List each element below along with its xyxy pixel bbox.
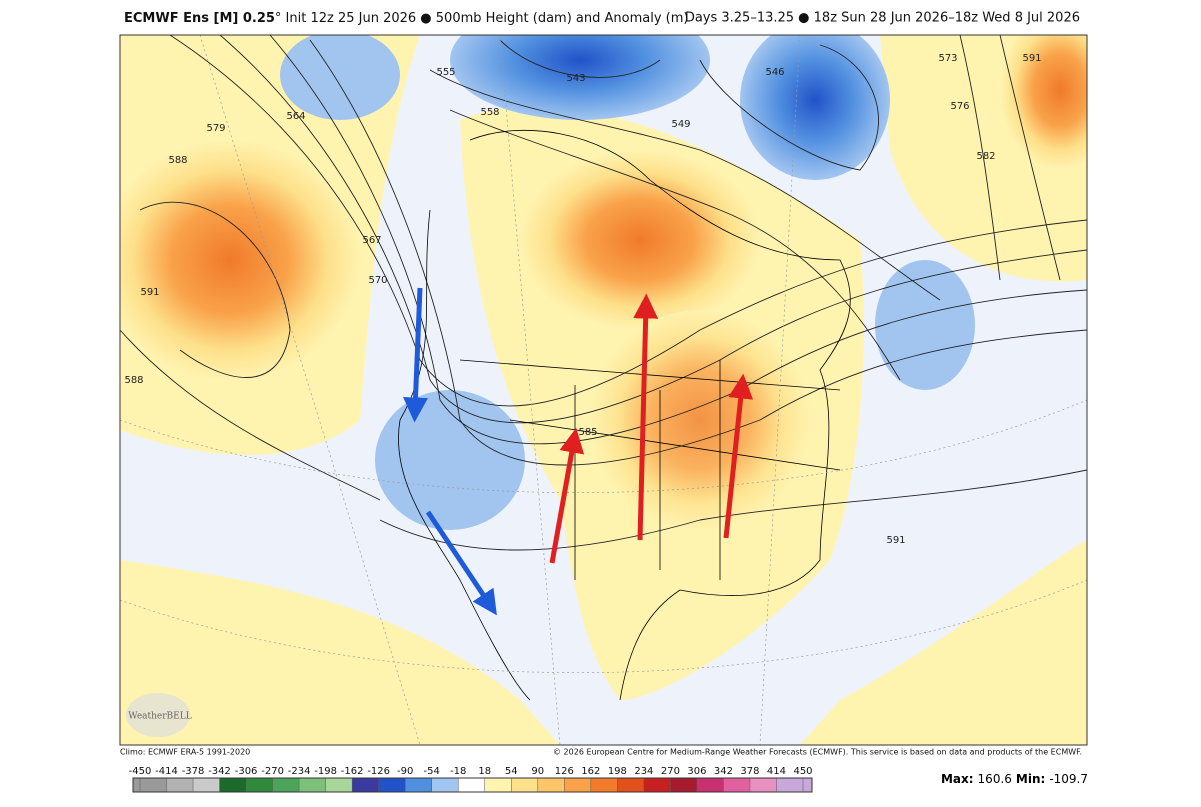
colorbar-segment [458,778,485,792]
colorbar-segment [193,778,220,792]
contour-label: 570 [368,275,387,286]
contour-label: 537 [576,25,595,36]
colorbar-tick-label: 198 [608,766,627,777]
colorbar-tick-label: 54 [505,766,518,777]
colorbar-tick-label: -162 [341,766,364,777]
colorbar-segment [378,778,406,792]
colorbar-segment [617,778,644,792]
colorbar-tick-label: -450 [129,766,152,777]
colorbar-tick-label: 270 [661,766,680,777]
colorbar-tick-label: -234 [288,766,311,777]
colorbar-tick-label: 450 [793,766,812,777]
colorbar-tick-label: -378 [182,766,205,777]
min-value: -109.7 [1049,772,1088,786]
contour-label: 591 [1022,53,1041,64]
colorbar-segment [723,778,750,792]
map-frame [119,34,1088,746]
contour-label: 564 [286,111,305,122]
contour-label: 546 [765,67,784,78]
contour-label: 591 [140,287,159,298]
colorbar-tick-label: 306 [687,766,706,777]
colorbar-end [133,778,140,792]
map: 555 558 549 564 579 588 567 570 591 588 585 591 573 5… [120,25,1087,745]
colorbar-tick-label: -306 [235,766,258,777]
stats: Max: 160.6 Min: -109.7 [941,772,1088,786]
contour-label: 573 [938,53,957,64]
logo: WeatherBELL [128,712,191,722]
colorbar-segment [537,778,565,792]
colorbar-segment [696,778,724,792]
contour-label: 555 [436,67,455,78]
title-text: ° Init 12z 25 Jun 2026 ● 500mb Height (d… [275,11,689,26]
colorbar-tick-label: 234 [634,766,653,777]
colorbar-segment [246,778,273,792]
header-period: Days 3.25–13.25 ● 18z Sun 28 Jun 2026–18… [685,11,1080,26]
contour-label: 588 [168,155,187,166]
colorbar-tick-label: -342 [208,766,231,777]
colorbar: -450 -414 -378 -342 -306 -270 -234 -198 -162 -126… [129,766,813,793]
contour-label: 549 [671,119,690,130]
colorbar-segment [219,778,247,792]
colorbar-tick-label: -270 [261,766,284,777]
contour-label: 585 [578,427,597,438]
colorbar-tick-label: 414 [767,766,786,777]
contour-label: 579 [206,123,225,134]
colorbar-segment [670,778,697,792]
colorbar-segment [272,778,300,792]
contour-label: 543 [566,73,585,84]
colorbar-tick-label: 342 [714,766,733,777]
header-title: ECMWF Ens [M] 0.25° Init 12z 25 Jun 2026… [124,11,688,26]
colorbar-tick-label: 126 [555,766,574,777]
colorbar-tick-label: -198 [314,766,337,777]
colorbar-tick-label: 378 [740,766,759,777]
contour-label: 588 [124,375,143,386]
max-value: 160.6 [978,772,1012,786]
contour-label: 558 [480,107,499,118]
colorbar-tick-label: 90 [531,766,544,777]
colorbar-segment [590,778,618,792]
colorbar-segment [166,778,194,792]
colorbar-segment [776,778,803,792]
climo-note: Climo: ECMWF ERA-5 1991-2020 [120,748,250,757]
colorbar-segment [564,778,591,792]
colorbar-tick-label: -126 [367,766,390,777]
contour-label: 582 [976,151,995,162]
colorbar-tick-label: -18 [450,766,466,777]
contour-label: 576 [950,101,969,112]
colorbar-segment [643,778,671,792]
max-label: Max: [941,772,974,786]
colorbar-tick-label: -54 [424,766,440,777]
copyright: © 2026 European Centre for Medium-Range … [553,748,1082,757]
colorbar-segment [511,778,538,792]
colorbar-segment [431,778,459,792]
min-label: Min: [1016,772,1045,786]
colorbar-tick-label: -414 [155,766,178,777]
colorbar-tick-label: 18 [478,766,491,777]
colorbar-segment [405,778,432,792]
colorbar-segment [749,778,777,792]
contour-label: 567 [362,235,381,246]
colorbar-segment [484,778,512,792]
contour-label: 591 [886,535,905,546]
colorbar-tick-label: -90 [397,766,413,777]
colorbar-segment [352,778,379,792]
colorbar-frame [132,777,813,793]
model-name: ECMWF Ens [M] 0.25 [124,11,275,26]
colorbar-segment [299,778,326,792]
colorbar-segment [325,778,353,792]
colorbar-segment [140,778,167,792]
colorbar-end [803,778,812,792]
colorbar-tick-label: 162 [581,766,600,777]
